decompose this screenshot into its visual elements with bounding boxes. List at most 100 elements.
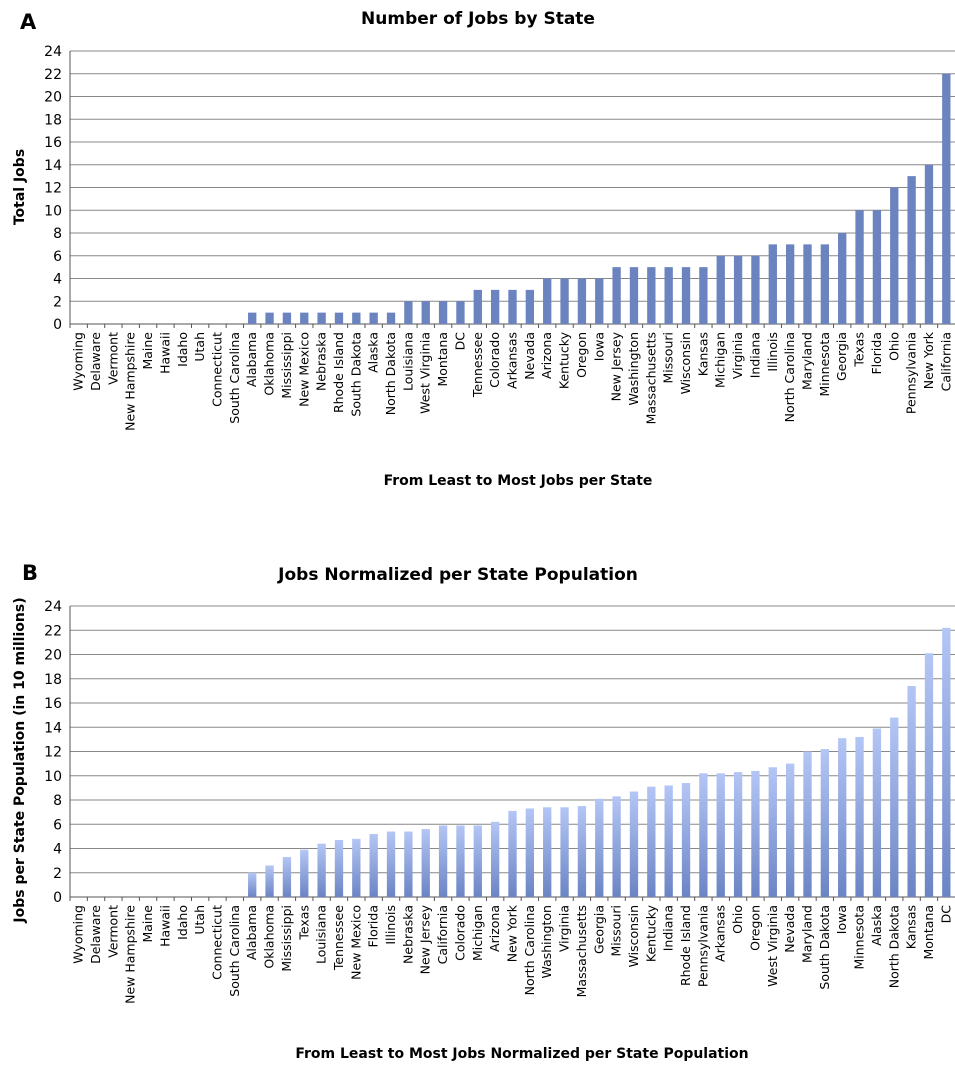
chart-a-bar: [612, 267, 621, 324]
chart-b-bar: [265, 865, 274, 897]
chart-a-x-tick-label: Rhode Island: [331, 332, 346, 413]
chart-b-x-tick-label: Kansas: [904, 905, 919, 949]
chart-b-x-tick-label: Maryland: [800, 905, 815, 963]
chart-b-x-tick-label: Tennessee: [331, 905, 346, 971]
chart-b-x-tick-label: DC: [938, 905, 953, 924]
chart-b-bar: [595, 798, 604, 897]
chart-a: A Number of Jobs by State Total Jobs Fro…: [12, 9, 955, 489]
chart-a-bar: [334, 312, 344, 324]
chart-b-x-tick-label: Hawaii: [157, 905, 172, 947]
chart-b-bar: [838, 738, 847, 897]
chart-a-bar: [647, 267, 656, 324]
chart-b-x-tick-label: North Carolina: [522, 905, 537, 995]
chart-a-y-axis-label: Total Jobs: [12, 149, 28, 225]
chart-a-bar: [577, 278, 587, 324]
chart-b-x-tick-label: Kentucky: [643, 904, 658, 962]
chart-a-x-tick-label: Nevada: [522, 332, 537, 380]
chart-b-x-tick-label: Minnesota: [852, 905, 867, 970]
chart-a-bar: [733, 255, 743, 324]
chart-b-x-tick-label: Iowa: [834, 905, 849, 934]
chart-b-bar: [577, 806, 587, 897]
chart-a-x-tick-label: Kansas: [695, 332, 710, 376]
chart-b-y-tick-label: 20: [44, 648, 62, 664]
chart-b-x-tick-label: Nebraska: [400, 905, 415, 964]
chart-b-panel-label: B: [22, 561, 38, 585]
chart-a-x-tick-label: Delaware: [88, 332, 103, 391]
chart-b-x-tick-label: Alaska: [869, 905, 884, 946]
chart-b-x-tick-label: Vermont: [105, 905, 120, 958]
chart-a-x-tick-label: Arkansas: [505, 332, 520, 389]
chart-b-y-tick-label: 4: [53, 842, 62, 858]
chart-b-bar: [612, 796, 621, 897]
chart-b-x-tick-label: Florida: [366, 905, 381, 948]
chart-a-y-tick-label: 2: [53, 294, 62, 310]
chart-b-x-tick-label: Louisiana: [314, 905, 329, 964]
chart-b-y-tick-label: 8: [53, 793, 62, 809]
chart-a-bar: [664, 267, 673, 324]
chart-a-x-tick-label: Hawaii: [157, 332, 172, 374]
chart-a-x-axis-label: From Least to Most Jobs per State: [384, 473, 653, 489]
chart-a-bar: [890, 187, 899, 324]
chart-a-x-tick-label: Utah: [192, 332, 207, 362]
chart-b-x-tick-label: West Virginia: [765, 905, 780, 987]
chart-a-x-tick-label: California: [938, 332, 953, 391]
chart-b-x-tick-label: Washington: [539, 905, 554, 978]
chart-a-x-tick-label: Mississippi: [279, 332, 294, 399]
chart-b-x-tick-label: Texas: [296, 905, 311, 941]
chart-b-bar: [543, 807, 552, 897]
chart-b-x-tick-label: Georgia: [591, 905, 606, 954]
chart-a-x-tick-label: West Virginia: [418, 332, 433, 414]
chart-a-bar: [716, 255, 725, 324]
chart-a-y-tick-label: 24: [44, 44, 62, 60]
chart-b: B Jobs Normalized per State Population J…: [12, 561, 955, 1062]
chart-a-bar: [421, 301, 430, 324]
chart-a-bar: [300, 312, 309, 324]
chart-a-bar: [248, 312, 257, 324]
chart-a-bar: [768, 244, 777, 324]
chart-b-x-tick-label: Wisconsin: [626, 905, 641, 967]
chart-a-x-tick-label: Alabama: [244, 332, 259, 387]
chart-b-y-tick-label: 24: [44, 599, 62, 615]
chart-a-x-tick-label: Washington: [626, 332, 641, 405]
chart-a-bar: [629, 267, 639, 324]
chart-b-x-tick-label: Utah: [192, 905, 207, 935]
chart-b-x-tick-label: Alabama: [244, 905, 259, 960]
chart-a-x-tick-label: Massachusetts: [643, 332, 658, 424]
chart-a-bar: [265, 312, 274, 324]
chart-a-x-tick-label: Louisiana: [400, 332, 415, 391]
chart-a-y-tick-label: 4: [53, 272, 62, 288]
chart-b-x-tick-label: Ohio: [730, 905, 745, 934]
chart-b-bar: [525, 808, 535, 897]
chart-a-x-tick-label: North Dakota: [383, 332, 398, 415]
chart-a-x-tick-label: South Carolina: [227, 332, 242, 424]
chart-a-bar: [855, 210, 864, 324]
chart-a-x-tick-label: DC: [452, 332, 467, 351]
chart-b-bar: [924, 653, 934, 897]
chart-b-x-tick-label: Rhode Island: [678, 905, 693, 986]
chart-a-bar: [386, 312, 396, 324]
chart-a-bar: [456, 301, 465, 324]
chart-b-bar: [768, 767, 777, 897]
chart-b-bar: [699, 773, 708, 897]
chart-a-x-tick-label: Montana: [435, 332, 450, 387]
chart-b-x-tick-label: New Hampshire: [123, 905, 138, 1004]
chart-b-x-tick-label: Michigan: [470, 905, 485, 961]
chart-a-bar: [699, 267, 708, 324]
chart-b-x-tick-label: New Jersey: [418, 904, 433, 974]
chart-b-bar: [820, 749, 830, 897]
chart-a-bar: [352, 312, 361, 324]
chart-b-x-tick-label: Mississippi: [279, 905, 294, 972]
chart-a-x-tick-label: Illinois: [765, 332, 780, 372]
chart-b-y-tick-label: 14: [44, 720, 62, 736]
chart-a-bar: [525, 289, 535, 324]
chart-b-bar: [942, 627, 951, 897]
chart-b-bar: [508, 810, 517, 897]
chart-a-x-tick-label: Ohio: [886, 332, 901, 361]
chart-a-bar: [404, 301, 413, 324]
chart-b-bar: [473, 825, 482, 897]
chart-a-y-tick-label: 20: [44, 90, 62, 106]
chart-b-x-tick-label: Idaho: [175, 905, 190, 940]
chart-a-bar: [942, 73, 951, 324]
chart-b-bar: [438, 825, 448, 897]
chart-a-x-tick-label: South Dakota: [348, 332, 363, 417]
